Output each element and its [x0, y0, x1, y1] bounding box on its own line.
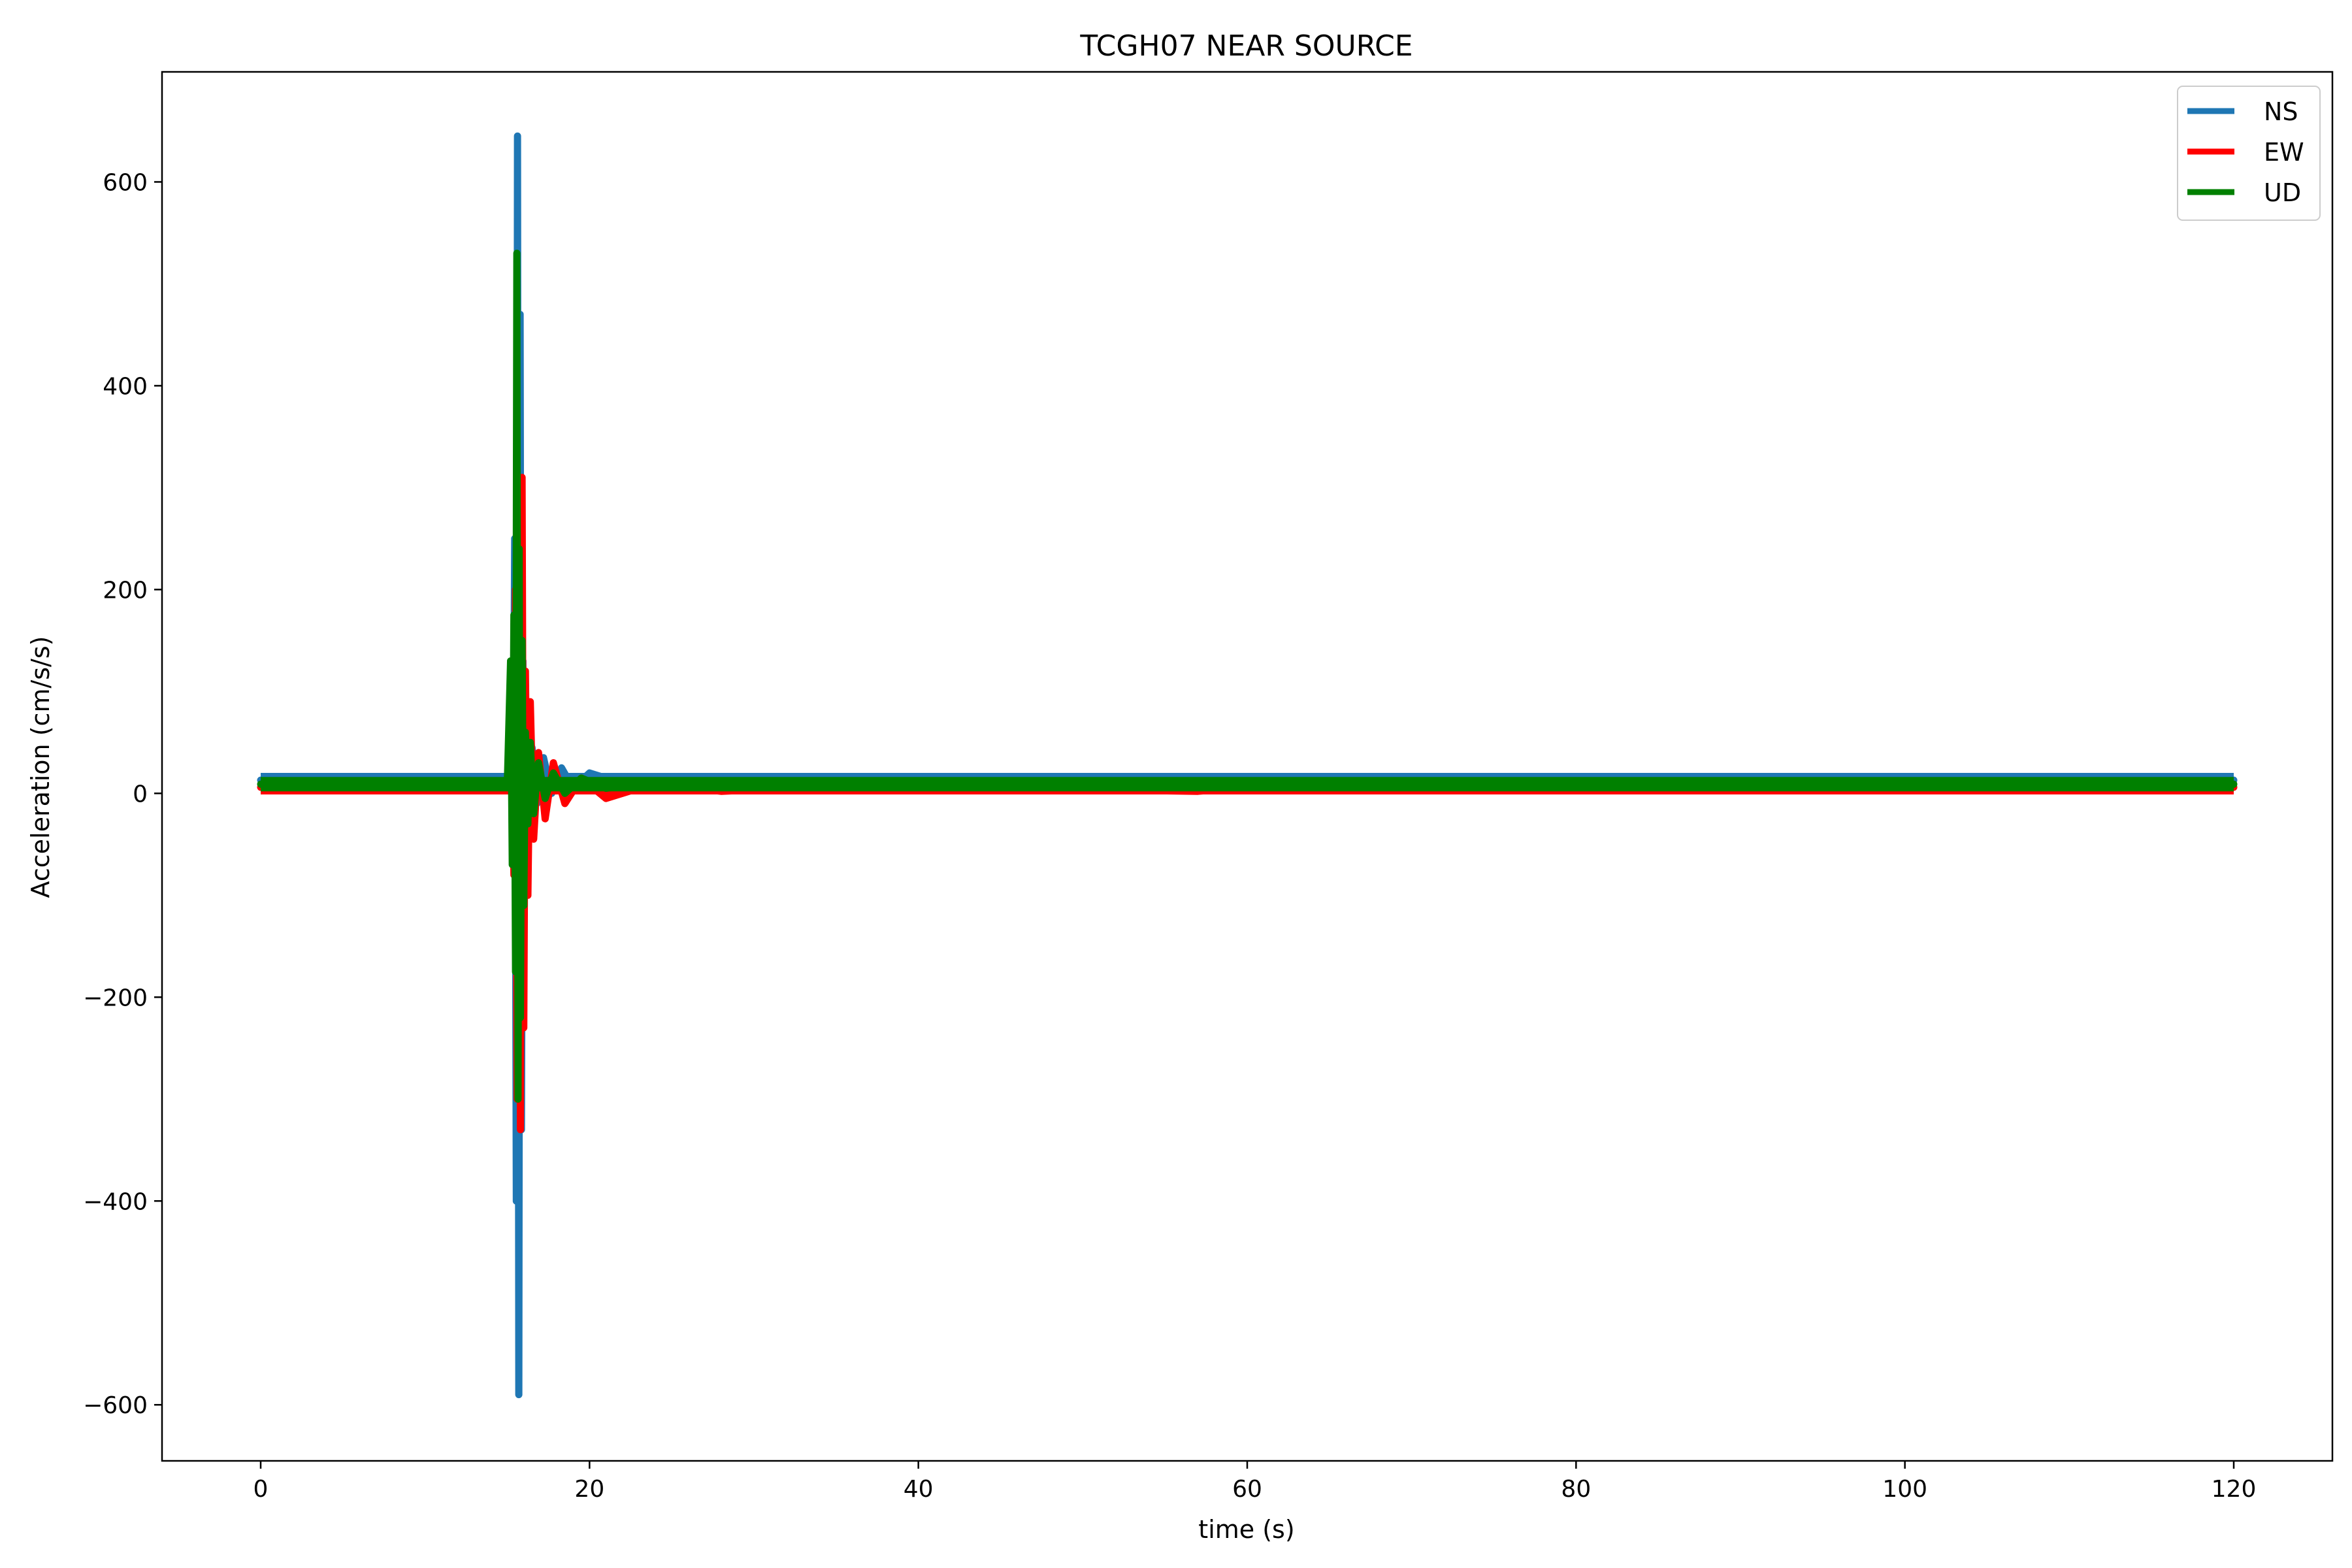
legend-item-ew: EW [2187, 138, 2304, 167]
series-line-ud [257, 250, 2238, 1103]
legend-item-ns: NS [2187, 97, 2298, 126]
plot-area: 0 20 40 60 80 100 120 −600 −400 −200 0 200 400 600 [83, 71, 2334, 1503]
legend-label-ns: NS [2264, 97, 2298, 126]
legend-label-ew: EW [2264, 138, 2304, 167]
y-tick-label: −200 [83, 985, 148, 1011]
y-tick-label: 0 [133, 781, 148, 808]
legend-box [2177, 86, 2321, 221]
x-axis-ticks: 0 20 40 60 80 100 120 [253, 1461, 2257, 1503]
x-tick-label: 20 [574, 1476, 604, 1503]
y-tick-label: 200 [103, 577, 148, 604]
chart-title: TCGH07 NEAR SOURCE [1079, 29, 1413, 63]
y-tick-label: −600 [83, 1392, 148, 1419]
x-tick-label: 80 [1561, 1476, 1591, 1503]
y-tick-label: 600 [103, 169, 148, 196]
legend: NS EW UD [2177, 86, 2321, 221]
x-tick-label: 40 [904, 1476, 934, 1503]
x-tick-label: 100 [1882, 1476, 1927, 1503]
legend-label-ud: UD [2264, 178, 2301, 207]
x-axis-label: time (s) [1198, 1515, 1294, 1544]
x-tick-label: 0 [253, 1476, 269, 1503]
y-tick-label: −400 [83, 1188, 148, 1215]
y-axis-label: Acceleration (cm/s/s) [26, 636, 55, 898]
x-tick-label: 120 [2212, 1476, 2257, 1503]
y-tick-label: 400 [103, 373, 148, 400]
y-axis-ticks: −600 −400 −200 0 200 400 600 [83, 169, 162, 1419]
legend-item-ud: UD [2187, 178, 2301, 207]
x-tick-label: 60 [1232, 1476, 1262, 1503]
series-lines [257, 132, 2238, 1399]
